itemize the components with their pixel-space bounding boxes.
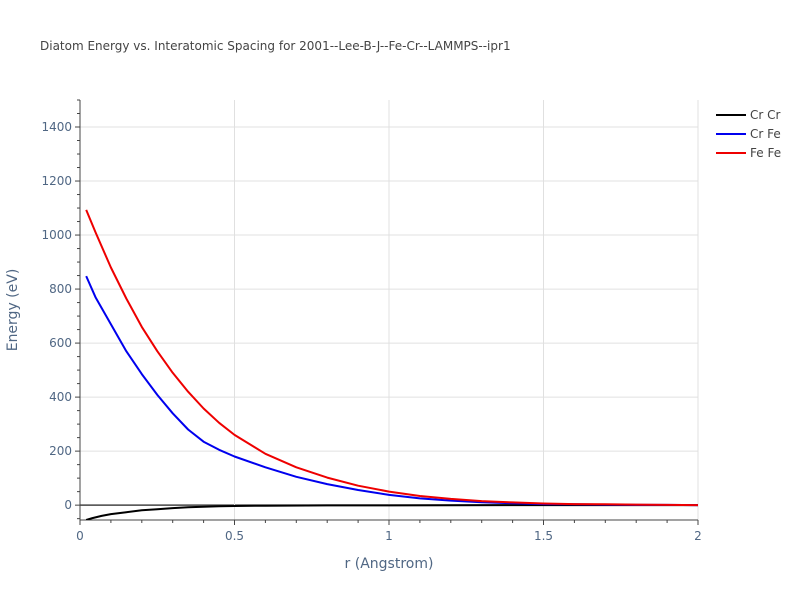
y-axis-ticks: 0 200 400 600 800 1000 1200 1400 xyxy=(41,99,80,520)
x-axis-ticks: 0 0.5 1 1.5 2 xyxy=(76,520,702,543)
y-tick-label: 1200 xyxy=(41,174,72,188)
legend-item[interactable]: Cr Fe xyxy=(716,127,781,141)
legend-item[interactable]: Fe Fe xyxy=(716,146,781,160)
x-axis-title: r (Angstrom) xyxy=(345,556,434,572)
legend: Cr Cr Cr Fe Fe Fe xyxy=(716,108,781,160)
x-tick-label: 1 xyxy=(385,529,393,543)
legend-item[interactable]: Cr Cr xyxy=(716,108,781,122)
legend-label: Cr Fe xyxy=(750,127,781,141)
y-tick-label: 0 xyxy=(64,498,72,512)
y-tick-label: 400 xyxy=(49,390,72,404)
x-tick-label: 2 xyxy=(694,529,702,543)
legend-label: Cr Cr xyxy=(750,108,781,122)
plot-area xyxy=(85,209,698,520)
x-tick-label: 1.5 xyxy=(534,529,553,543)
x-tick-label: 0.5 xyxy=(225,529,244,543)
series-line-cr-cr xyxy=(85,504,698,520)
y-tick-label: 200 xyxy=(49,444,72,458)
series-line-fe-fe xyxy=(85,209,698,507)
y-tick-label: 1000 xyxy=(41,228,72,242)
y-tick-label: 1400 xyxy=(41,120,72,134)
chart-title: Diatom Energy vs. Interatomic Spacing fo… xyxy=(40,39,511,53)
legend-label: Fe Fe xyxy=(750,146,781,160)
grid xyxy=(80,100,699,520)
y-tick-label: 800 xyxy=(49,282,72,296)
y-axis-title: Energy (eV) xyxy=(5,269,21,352)
y-tick-label: 600 xyxy=(49,336,72,350)
series-line-cr-fe xyxy=(85,275,698,507)
x-tick-label: 0 xyxy=(76,529,84,543)
